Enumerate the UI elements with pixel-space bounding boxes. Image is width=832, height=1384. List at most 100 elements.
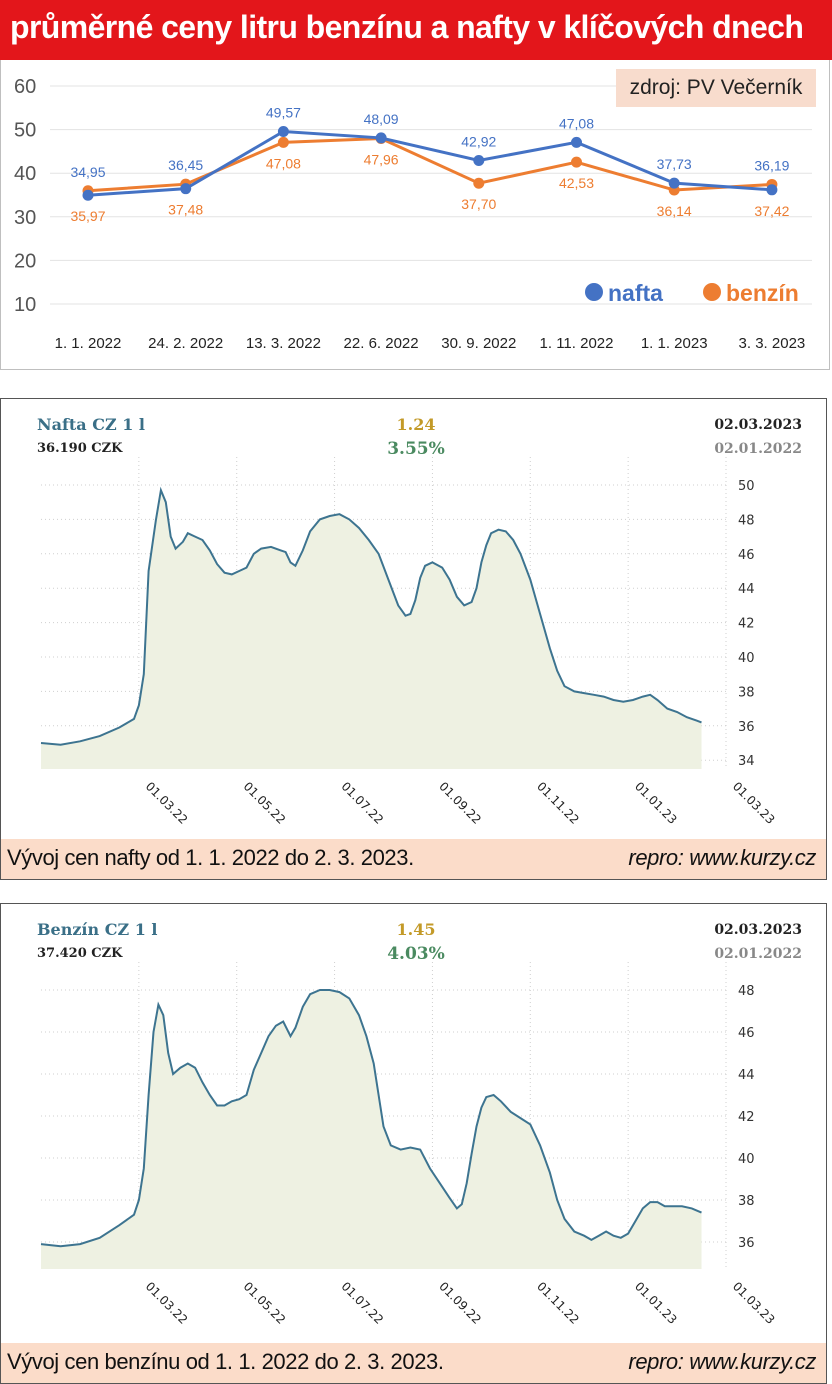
current-price: 37.420 CZK [37,946,123,961]
x-tick-label: 01.01.23 [632,779,680,827]
y-tick-label: 10 [14,294,36,316]
x-tick-label: 3. 3. 2023 [739,335,806,352]
change-absolute: 1.24 [396,415,436,434]
data-label-nafta: 37,73 [657,156,692,172]
y-tick-label: 40 [738,651,755,666]
data-label-nafta: 42,92 [461,133,496,149]
legend-marker-benzin [703,283,721,301]
date-from: 02.01.2022 [714,946,802,962]
x-tick-label: 1. 1. 2023 [641,335,708,352]
chart-title: průměrné ceny litru benzínu a nafty v kl… [10,9,804,45]
y-tick-label: 48 [738,513,755,528]
y-tick-label: 60 [14,76,36,98]
y-tick-label: 42 [738,1110,755,1125]
title-bar: průměrné ceny litru benzínu a nafty v kl… [0,0,832,60]
x-tick-label: 01.09.22 [436,1279,484,1327]
x-tick-label: 01.11.22 [534,779,582,827]
data-point [766,184,778,196]
data-label-benzin: 36,14 [657,203,692,219]
date-from: 02.01.2022 [714,441,802,457]
x-tick-label: 01.03.22 [143,779,191,827]
caption-bar: Vývoj cen benzínu od 1. 1. 2022 do 2. 3.… [1,1343,826,1383]
area-fill [41,490,702,769]
source-label: zdroj: PV Večerník [616,69,816,107]
instrument-name: Benzín CZ 1 l [37,920,158,939]
x-tick-label: 30. 9. 2022 [441,335,516,352]
y-tick-label: 50 [738,479,755,494]
x-tick-label: 01.03.23 [730,1279,778,1327]
data-point [571,136,582,148]
y-tick-label: 46 [738,1026,755,1041]
caption-bar: Vývoj cen nafty od 1. 1. 2022 do 2. 3. 2… [1,839,826,879]
data-point [571,156,582,168]
y-tick-label: 40 [14,163,36,185]
line-chart: 60 50 40 30 20 10 1. 1. 2022 24. 2. 2022 13. 3. … [14,76,812,352]
benzin-area-chart: 48 46 44 42 40 38 36 01.03.22 01.05.22 01.07.22 01… [40,962,778,1327]
x-tick-label: 1. 1. 2022 [55,335,122,352]
price-line [40,989,702,1248]
x-tick-label: 1. 11. 2022 [540,335,614,352]
data-point [375,132,387,144]
data-point [668,177,680,189]
y-tick-label: 38 [738,685,755,700]
data-point [277,125,289,137]
data-label-benzin: 42,53 [559,175,594,191]
data-label-nafta: 49,57 [266,104,301,120]
data-label-benzin: 37,48 [168,202,203,218]
area-fill [41,990,702,1269]
y-tick-label: 46 [738,548,755,563]
x-tick-label: 01.03.23 [730,779,778,827]
x-tick-label: 01.01.23 [632,1279,680,1327]
x-tick-label: 01.07.22 [338,1279,386,1327]
data-label-nafta: 36,19 [754,157,789,173]
data-point [473,154,485,166]
chart-frame [0,60,830,370]
change-percent: 3.55% [387,439,445,459]
data-point [180,183,192,195]
caption: Vývoj cen benzínu od 1. 1. 2022 do 2. 3.… [7,1349,444,1374]
x-tick-label: 01.09.22 [436,779,484,827]
y-tick-label: 20 [14,250,36,272]
y-tick-label: 50 [14,120,36,142]
data-label-benzin: 47,08 [266,155,301,171]
y-tick-label: 42 [738,617,755,632]
change-percent: 4.03% [387,944,445,964]
x-tick-label: 24. 2. 2022 [148,335,223,352]
legend-label-benzin: benzín [726,280,799,306]
y-tick-label: 36 [738,1236,755,1251]
y-tick-label: 44 [738,582,755,597]
x-tick-label: 22. 6. 2022 [344,335,419,352]
data-label-benzin: 47,96 [364,151,399,167]
series-line-nafta [87,129,773,197]
data-label-benzin: 37,70 [461,196,496,212]
x-tick-label: 13. 3. 2022 [246,335,321,352]
panel-average-prices: průměrné ceny litru benzínu a nafty v kl… [0,0,832,372]
repro-credit: repro: www.kurzy.cz [628,845,816,870]
data-point [82,189,94,201]
legend-label-nafta: nafta [608,280,663,306]
legend-marker-nafta [585,283,603,301]
x-tick-label: 01.11.22 [534,1279,582,1327]
data-label-benzin: 35,97 [70,208,105,224]
y-tick-label: 30 [14,207,36,229]
y-tick-label: 34 [738,754,755,769]
data-point [277,136,289,148]
date-to: 02.03.2023 [714,922,802,938]
nafta-area-chart: 50 48 46 44 42 40 38 36 34 01.03.22 01.05.22 01.07.… [40,457,778,827]
repro-credit: repro: www.kurzy.cz [628,1349,816,1374]
data-label-nafta: 48,09 [364,111,399,127]
y-tick-label: 40 [738,1152,755,1167]
caption: Vývoj cen nafty od 1. 1. 2022 do 2. 3. 2… [7,845,414,870]
series-line-benzin [87,136,772,193]
y-tick-label: 38 [738,1194,755,1209]
panel-benzin: 48 46 44 42 40 38 36 01.03.22 01.05.22 01.07.22 01… [0,903,827,1384]
x-tick-label: 01.07.22 [338,779,386,827]
data-point [473,177,485,189]
instrument-name: Nafta CZ 1 l [37,415,145,434]
y-tick-label: 44 [738,1068,755,1083]
data-label-benzin: 37,42 [754,203,789,219]
y-tick-label: 36 [738,720,755,735]
price-line [40,486,702,746]
data-label-nafta: 34,95 [70,164,105,180]
data-label-nafta: 36,45 [168,157,203,173]
